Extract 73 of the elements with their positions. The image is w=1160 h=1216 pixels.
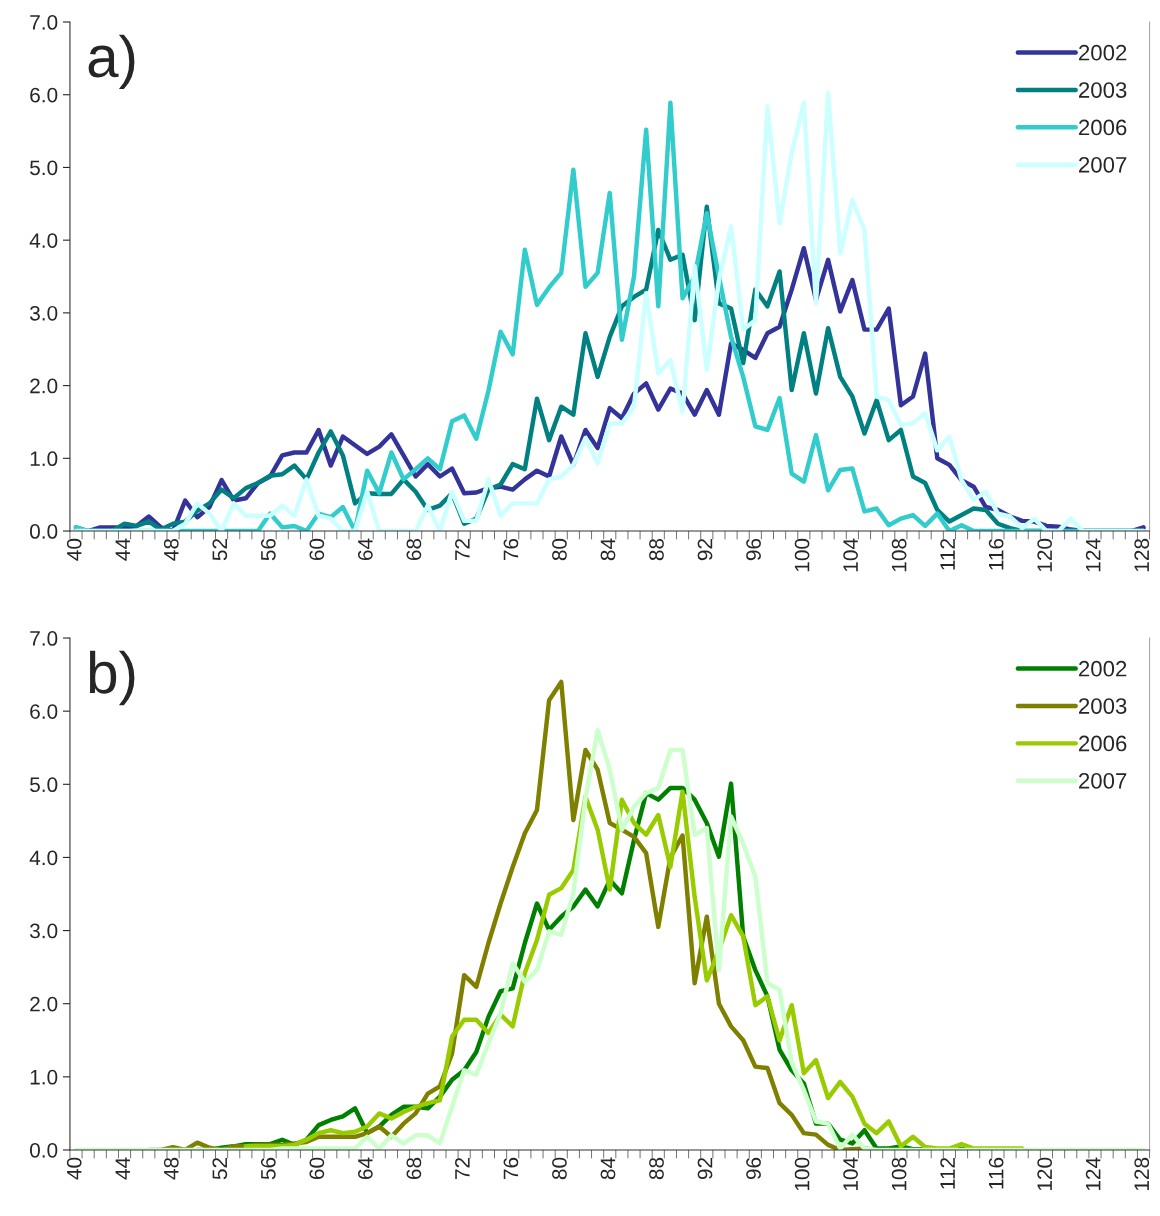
x-tick-label: 60 [309,1157,325,1180]
x-tick-label: 112 [940,1157,955,1189]
x-tick-label: 100 [794,538,810,572]
x-tick-label: 108 [891,538,907,572]
x-tick-label: 88 [649,538,664,561]
x-tick-label: 96 [746,1157,761,1180]
x-tick-label: 84 [600,1157,616,1180]
x-tick-label: 44 [115,1157,130,1180]
x-tick-label: 40 [66,1157,82,1180]
legend-label: 2007 [1079,772,1127,789]
y-tick-label: 6.0 [30,87,58,103]
x-tick-label: 56 [260,1157,276,1180]
legend-label: 2002 [1079,660,1127,677]
legend-label: 2007 [1079,156,1127,173]
legend-label: 2006 [1079,119,1127,136]
y-tick-label: 1.0 [30,1069,58,1085]
x-tick-label: 88 [649,1157,664,1180]
x-tick-label: 104 [843,538,858,572]
y-tick-label: 0.0 [30,524,58,539]
x-tick-label: 108 [891,1157,907,1191]
y-tick-label: 7.0 [30,631,58,646]
y-tick-label: 3.0 [29,923,58,939]
y-tick-label: 0.0 [30,1142,58,1158]
x-tick-label: 80 [552,538,567,561]
legend-label: 2002 [1079,44,1127,61]
x-tick-label: 84 [600,538,616,561]
x-tick-label: 128 [1134,538,1150,572]
y-tick-label: 6.0 [30,704,58,719]
x-tick-label: 96 [746,538,761,561]
x-tick-label: 124 [1085,538,1101,572]
x-tick-label: 104 [843,1157,858,1191]
y-tick-label: 7.0 [30,15,58,30]
y-tick-label: 3.0 [29,305,58,321]
x-tick-label: 40 [66,538,82,561]
x-tick-label: 60 [309,538,325,561]
x-tick-label: 56 [260,538,276,561]
x-tick-label: 52 [212,539,228,561]
x-tick-label: 64 [357,538,373,561]
x-tick-label: 76 [503,1157,519,1180]
y-tick-label: 5.0 [30,777,58,793]
x-tick-label: 120 [1037,1157,1053,1191]
x-tick-label: 68 [406,1157,422,1180]
legend-label: 2003 [1079,82,1127,98]
chart-title: a) [88,34,135,90]
x-tick-label: 76 [503,538,519,561]
y-tick-label: 2.0 [30,996,58,1012]
x-tick-label: 92 [697,1157,713,1180]
chart-title: b) [89,650,135,706]
x-tick-label: 44 [115,538,130,561]
x-tick-label: 48 [163,538,179,561]
x-tick-label: 48 [163,1157,179,1180]
y-tick-label: 4.0 [29,850,58,866]
y-tick-label: 5.0 [30,160,58,176]
line-series [73,727,1146,1150]
x-tick-label: 124 [1085,1157,1101,1191]
x-tick-label: 120 [1037,538,1053,572]
x-tick-label: 128 [1134,1157,1150,1191]
x-tick-label: 52 [212,1157,228,1180]
x-tick-label: 80 [552,1157,567,1180]
legend-label: 2006 [1079,735,1127,752]
x-tick-label: 68 [406,538,422,561]
x-tick-label: 100 [794,1157,810,1191]
x-tick-label: 72 [455,539,470,561]
x-tick-label: 92 [697,539,713,561]
x-tick-label: 116 [988,1157,1004,1189]
y-tick-label: 1.0 [30,451,58,467]
y-tick-label: 2.0 [30,378,58,394]
x-tick-label: 72 [455,1157,470,1180]
legend-label: 2003 [1079,698,1127,714]
x-tick-label: 116 [988,538,1004,570]
x-tick-label: 112 [940,539,955,570]
x-tick-label: 64 [357,1157,373,1180]
y-tick-label: 4.0 [29,233,58,248]
